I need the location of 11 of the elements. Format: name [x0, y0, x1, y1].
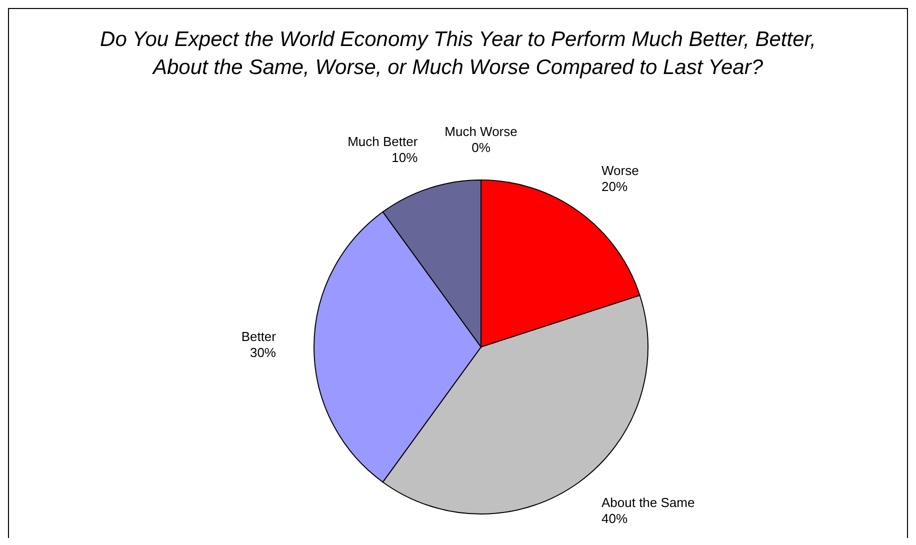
slice-label: Worse: [601, 163, 639, 178]
slice-label: About the Same: [601, 494, 695, 510]
data-label: 40%: [601, 510, 628, 526]
data-label: 30%: [250, 345, 276, 360]
slice-label: Much Better: [348, 134, 418, 150]
chart-title: Do You Expect the World Economy This Year to Perform Much Better, Better, About the Same, Worse, or Much Worse Compared to Last Year?: [100, 28, 816, 79]
text: 0%: [472, 140, 490, 155]
data-label: 10%: [392, 150, 418, 166]
data-label: 20%: [601, 179, 628, 194]
slice-label: Better: [241, 329, 277, 344]
category-label: Much Worse: [444, 124, 518, 139]
